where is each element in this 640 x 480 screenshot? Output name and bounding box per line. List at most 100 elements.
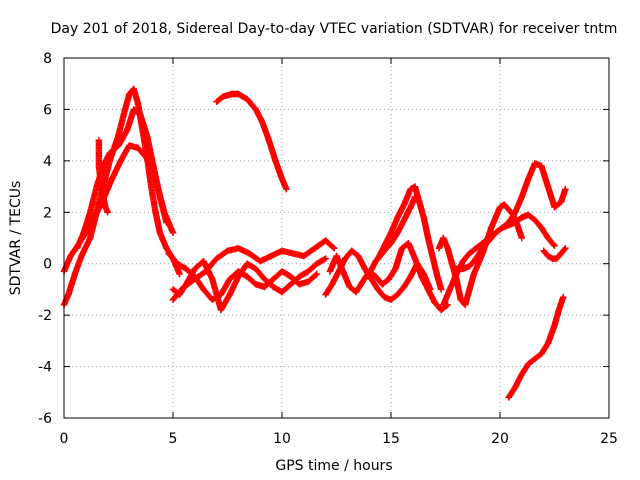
- y-tick-label: 8: [43, 51, 52, 67]
- data-point: [226, 291, 233, 298]
- data-point: [394, 229, 401, 237]
- data-point: [555, 306, 563, 314]
- data-point: [498, 224, 506, 231]
- data-point: [137, 111, 144, 118]
- data-point: [400, 283, 408, 291]
- data-point: [485, 237, 493, 244]
- data-point: [165, 250, 172, 257]
- data-point: [435, 245, 443, 252]
- data-point: [466, 263, 473, 270]
- x-axis-label: GPS time / hours: [275, 458, 392, 474]
- data-point: [505, 394, 512, 401]
- data-point: [331, 245, 338, 252]
- data-point: [538, 224, 545, 231]
- data-point: [78, 252, 85, 260]
- series-arc-3: [73, 106, 170, 252]
- data-point: [283, 185, 290, 193]
- data-point: [130, 106, 137, 113]
- data-point: [440, 234, 447, 242]
- data-point: [124, 126, 131, 134]
- data-point: [257, 257, 264, 265]
- y-tick-label: 6: [43, 102, 52, 118]
- data-point: [148, 183, 155, 190]
- data-point: [518, 193, 525, 201]
- data-point: [405, 239, 412, 247]
- data-point: [540, 247, 547, 255]
- data-point: [73, 245, 81, 252]
- data-point: [427, 286, 434, 293]
- data-point: [265, 137, 273, 144]
- data-point: [411, 193, 419, 201]
- data-point: [304, 278, 312, 285]
- data-point: [121, 106, 129, 113]
- data-point: [278, 175, 286, 183]
- data-point: [91, 214, 98, 221]
- series-arc-12: [366, 193, 419, 278]
- data-point: [106, 149, 113, 157]
- data-point: [551, 322, 558, 329]
- data-point: [492, 214, 499, 221]
- data-point: [551, 242, 558, 249]
- data-point: [176, 270, 183, 278]
- data-point: [322, 237, 329, 244]
- data-point: [359, 278, 366, 285]
- data-point: [278, 268, 286, 275]
- data-point: [411, 255, 419, 262]
- data-point: [457, 296, 464, 303]
- series-arc-4: [95, 137, 111, 216]
- data-point: [134, 144, 142, 152]
- data-point: [461, 301, 469, 309]
- data-point: [169, 296, 177, 303]
- data-point: [544, 252, 552, 260]
- data-point: [525, 211, 532, 219]
- data-point: [130, 85, 137, 93]
- x-tick-labels: 0 5 10 15 20 25: [60, 431, 618, 447]
- data-point: [117, 157, 124, 165]
- data-point: [400, 201, 408, 208]
- data-point: [326, 268, 334, 275]
- data-point: [322, 255, 329, 262]
- data-point: [400, 216, 408, 224]
- data-point: [328, 281, 336, 288]
- data-point: [381, 293, 388, 301]
- data-point: [466, 286, 473, 293]
- data-point: [372, 273, 379, 280]
- y-tick-labels: -6 -4 -2 0 2 4 6 8: [38, 51, 52, 427]
- data-point: [243, 273, 251, 280]
- data-point: [104, 209, 111, 216]
- data-point: [557, 250, 565, 257]
- data-point: [100, 193, 107, 201]
- data-point: [475, 260, 482, 267]
- data-point: [512, 219, 519, 226]
- y-tick-label: -2: [38, 308, 52, 324]
- x-tick-label: 5: [169, 431, 178, 447]
- data-point: [394, 291, 401, 298]
- data-point: [512, 383, 519, 391]
- data-point: [243, 95, 251, 103]
- data-point: [387, 239, 395, 247]
- data-point: [551, 203, 558, 211]
- data-point: [531, 160, 539, 167]
- data-point: [226, 275, 233, 283]
- data-point: [289, 250, 297, 257]
- data-point: [342, 255, 349, 262]
- data-point: [518, 371, 525, 378]
- series-trail-arc-15: [453, 211, 558, 273]
- data-point: [313, 260, 321, 267]
- series-trail-arc-1: [60, 85, 183, 309]
- grid: [64, 58, 609, 418]
- data-point: [374, 286, 382, 293]
- data-point: [261, 283, 268, 291]
- data-point: [429, 252, 436, 260]
- data-point: [278, 288, 286, 296]
- data-point: [259, 119, 266, 126]
- x-tick-label: 10: [273, 431, 291, 447]
- data-point: [97, 183, 105, 190]
- data-point: [424, 234, 432, 242]
- data-point: [333, 252, 340, 260]
- data-point: [300, 252, 307, 260]
- data-point: [538, 350, 545, 357]
- data-point: [169, 229, 177, 237]
- data-point: [420, 270, 427, 278]
